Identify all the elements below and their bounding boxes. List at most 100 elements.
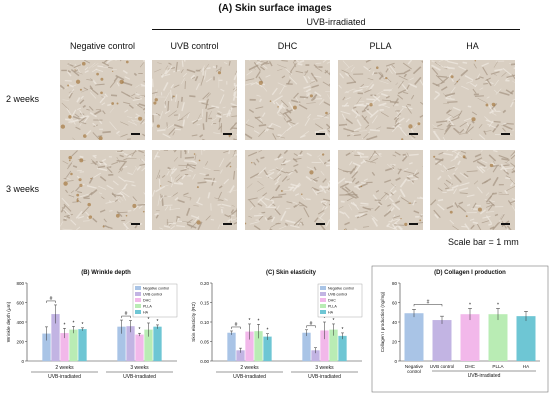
panel-d-chart: (D) Collagen I production 0 20 40 60 80 Collag… <box>371 265 549 393</box>
legend-label: DHC <box>143 299 151 303</box>
legend-swatch <box>320 304 326 308</box>
y-tick-label: 800 <box>16 281 24 286</box>
y-tick-label: 600 <box>16 300 24 305</box>
y-tick-label: 40 <box>392 320 398 325</box>
group-sublabel: UVB-irradiated <box>123 374 156 380</box>
column-header-ha: HA <box>466 41 479 51</box>
bar-dhc <box>460 314 480 361</box>
significance-star: * <box>469 302 471 308</box>
legend-swatch <box>135 310 141 314</box>
category-label: UVB control <box>430 364 455 369</box>
significance-star: * <box>82 322 84 328</box>
skin-image-3-weeks-dhc <box>245 150 330 230</box>
group-sublabel: UVB-irradiated <box>308 374 341 380</box>
significance-star: * <box>324 316 326 322</box>
significance-star: * <box>157 319 159 325</box>
legend-label: UVB control <box>143 293 162 297</box>
significance-star: * <box>333 318 335 324</box>
legend-label: HA <box>328 311 334 315</box>
y-tick-label: 400 <box>16 320 24 325</box>
significance-star: * <box>64 322 66 328</box>
scale-bar <box>409 133 418 135</box>
significance-hash: # <box>125 311 128 317</box>
category-label: Negative <box>405 364 424 369</box>
chart-title: (B) Wrinkle depth <box>81 270 131 276</box>
y-tick-label: 80 <box>392 281 398 286</box>
significance-star: * <box>249 318 251 324</box>
scale-bar <box>223 133 232 135</box>
group-header-line <box>152 29 520 30</box>
scale-note: Scale bar = 1 mm <box>448 237 519 247</box>
panel-b-chart: (B) Wrinkle depth 0 200 400 600 800 Wrinkle de… <box>6 270 178 380</box>
legend-swatch <box>135 304 141 308</box>
significance-star: * <box>139 327 141 333</box>
category-label: HA <box>523 364 530 369</box>
scale-bar <box>501 133 510 135</box>
legend-swatch <box>320 292 326 296</box>
significance-bracket <box>413 304 443 307</box>
legend-label: PLLA <box>143 305 152 309</box>
bar-ha <box>516 316 536 361</box>
bar-ha <box>153 326 162 362</box>
y-axis-label: Collagen I production (ng/mg) <box>380 291 385 352</box>
skin-image-3-weeks-plla <box>338 150 423 230</box>
y-tick-label: 20 <box>392 339 398 344</box>
skin-image-2-weeks-ha <box>430 60 515 140</box>
significance-bracket <box>306 325 316 328</box>
scale-bar <box>316 223 325 225</box>
skin-image-2-weeks-plla <box>338 60 423 140</box>
group-sublabel: UVB-irradiated <box>233 374 266 380</box>
category-label: PLLA <box>492 364 504 369</box>
legend-swatch <box>135 286 141 290</box>
category-label: DHC <box>465 364 476 369</box>
significance-star: * <box>148 317 150 323</box>
significance-hash: # <box>235 322 238 328</box>
bar-uvb-control <box>432 320 452 361</box>
category-label: control <box>407 369 421 374</box>
column-header-plla: PLLA <box>369 41 392 51</box>
scale-bar <box>501 223 510 225</box>
skin-image-2-weeks-uvb-control <box>152 60 237 140</box>
y-tick-label: 0.15 <box>200 300 209 305</box>
legend-label: PLLA <box>328 305 337 309</box>
skin-image-3-weeks-ha <box>430 150 515 230</box>
column-header-dhc: DHC <box>277 41 298 51</box>
scale-bar <box>223 223 232 225</box>
bar-plla <box>488 314 508 361</box>
bar-ha <box>338 335 347 362</box>
group-sublabel: UVB-irradiated <box>468 373 501 379</box>
group-label: 3 weeks <box>130 365 149 371</box>
y-tick-label: 0.05 <box>200 339 209 344</box>
chart-title: (D) Collagen I production <box>434 270 506 276</box>
legend-swatch <box>135 298 141 302</box>
legend-label: DHC <box>328 299 336 303</box>
significance-star: * <box>258 318 260 324</box>
significance-hash: # <box>310 321 313 327</box>
significance-star: * <box>267 328 269 334</box>
y-tick-label: 0 <box>394 359 397 364</box>
group-header: UVB-irradiated <box>306 17 366 27</box>
y-tick-label: 0.20 <box>200 281 209 286</box>
skin-image-2-weeks-negative-control <box>60 60 145 140</box>
legend-label: HA <box>143 311 149 315</box>
group-label: 2 weeks <box>55 365 74 371</box>
column-header-uvb-control: UVB control <box>170 41 219 51</box>
significance-hash: # <box>50 296 53 302</box>
bar-ha <box>78 329 87 362</box>
group-label: 2 weeks <box>240 365 259 371</box>
bar-negative-control <box>404 313 424 361</box>
skin-image-2-weeks-dhc <box>245 60 330 140</box>
y-tick-label: 0.00 <box>200 359 209 364</box>
significance-star: * <box>497 302 499 308</box>
bar-negative-control <box>227 332 236 362</box>
scale-bar <box>131 223 140 225</box>
bar-negative-control <box>302 332 311 362</box>
y-axis-label: Wrinkle depth (μm) <box>6 301 12 342</box>
significance-hash: # <box>427 299 430 305</box>
scale-bar <box>409 223 418 225</box>
chart-title: (C) Skin elasticity <box>266 270 317 276</box>
significance-star: * <box>73 320 75 326</box>
scale-bar <box>316 133 325 135</box>
y-axis-label: Skin elasticity (R2) <box>191 302 197 342</box>
legend-swatch <box>320 310 326 314</box>
